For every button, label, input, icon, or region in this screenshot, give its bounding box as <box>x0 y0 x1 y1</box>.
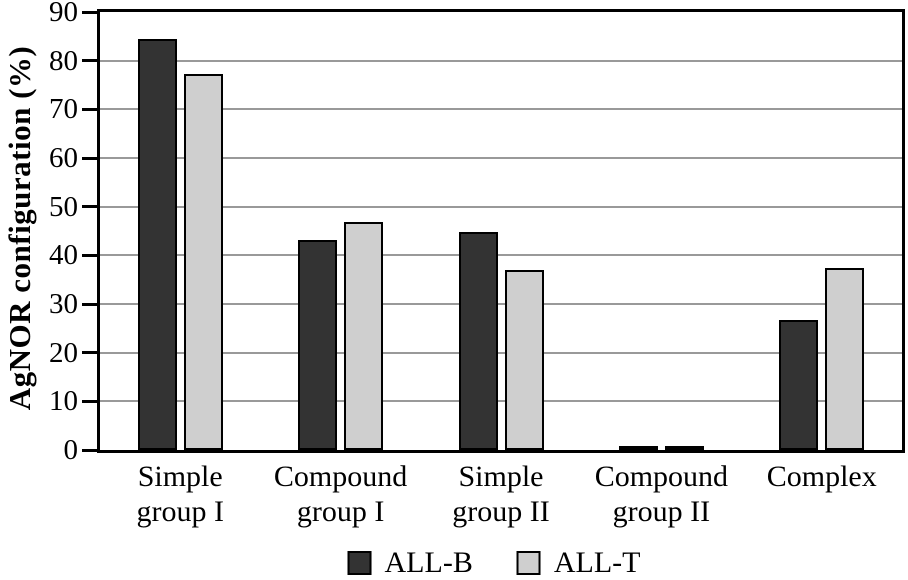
gridline-30 <box>100 303 902 305</box>
legend-label-all-b: ALL-B <box>384 546 473 579</box>
legend-item-all-t: ALL-T <box>516 546 641 579</box>
y-axis-tick-labels: 0 10 20 30 40 50 60 70 80 90 <box>26 0 78 466</box>
gridline-20 <box>100 351 902 354</box>
bar-ALL-T-simple-group-i <box>183 73 223 450</box>
y-tick-label-10: 10 <box>49 385 78 418</box>
gridline-70 <box>100 108 902 111</box>
y-tick-label-80: 80 <box>49 44 78 77</box>
gridline-80 <box>100 59 902 62</box>
x-label-complex: Complex <box>766 460 877 493</box>
plot-area <box>97 9 905 453</box>
bar-ALL-B-simple-group-ii <box>458 231 498 450</box>
gridline-50 <box>100 205 902 208</box>
legend-item-all-b: ALL-B <box>347 546 473 579</box>
legend: ALL-B ALL-T <box>347 546 641 579</box>
y-tick-label-90: 90 <box>49 0 78 28</box>
x-label-simple-group-ii: Simple group II <box>452 460 550 528</box>
bar-ALL-T-compound-group-ii <box>664 445 704 450</box>
y-tick-60 <box>82 156 97 160</box>
bar-ALL-B-simple-group-i <box>137 38 177 450</box>
bar-ALL-B-complex <box>779 319 819 450</box>
y-tick-label-20: 20 <box>49 336 78 369</box>
y-tick-10 <box>82 399 97 403</box>
y-tick-label-70: 70 <box>49 93 78 126</box>
legend-label-all-t: ALL-T <box>553 546 641 579</box>
gridline-40 <box>100 254 902 257</box>
y-tick-label-40: 40 <box>49 239 78 272</box>
y-tick-0 <box>82 448 97 452</box>
x-label-simple-group-i: Simple group I <box>136 460 224 528</box>
bar-ALL-T-complex <box>825 267 865 450</box>
x-label-compound-group-i: Compound group I <box>273 460 408 528</box>
gridline-60 <box>100 157 902 159</box>
y-tick-90 <box>82 10 97 14</box>
gridline-10 <box>100 400 902 403</box>
y-tick-50 <box>82 205 97 209</box>
y-tick-80 <box>82 59 97 63</box>
bar-ALL-B-compound-group-ii <box>618 446 658 450</box>
y-tick-30 <box>82 302 97 306</box>
x-label-compound-group-ii: Compound group II <box>594 460 729 528</box>
y-tick-label-60: 60 <box>49 142 78 174</box>
y-tick-label-30: 30 <box>49 288 78 320</box>
legend-swatch-all-b <box>347 551 372 575</box>
y-tick-label-0: 0 <box>63 434 79 466</box>
y-tick-label-50: 50 <box>49 190 78 223</box>
y-tick-40 <box>82 253 97 257</box>
bar-ALL-T-simple-group-ii <box>504 270 544 450</box>
y-axis-ticks <box>82 10 97 452</box>
bar-ALL-T-compound-group-i <box>344 222 384 450</box>
legend-swatch-all-t <box>516 551 541 575</box>
bar-ALL-B-compound-group-i <box>298 239 338 450</box>
y-tick-20 <box>82 351 97 355</box>
x-axis-category-labels: Simple group I Compound group I Simple gro… <box>100 459 902 529</box>
y-tick-70 <box>82 107 97 111</box>
